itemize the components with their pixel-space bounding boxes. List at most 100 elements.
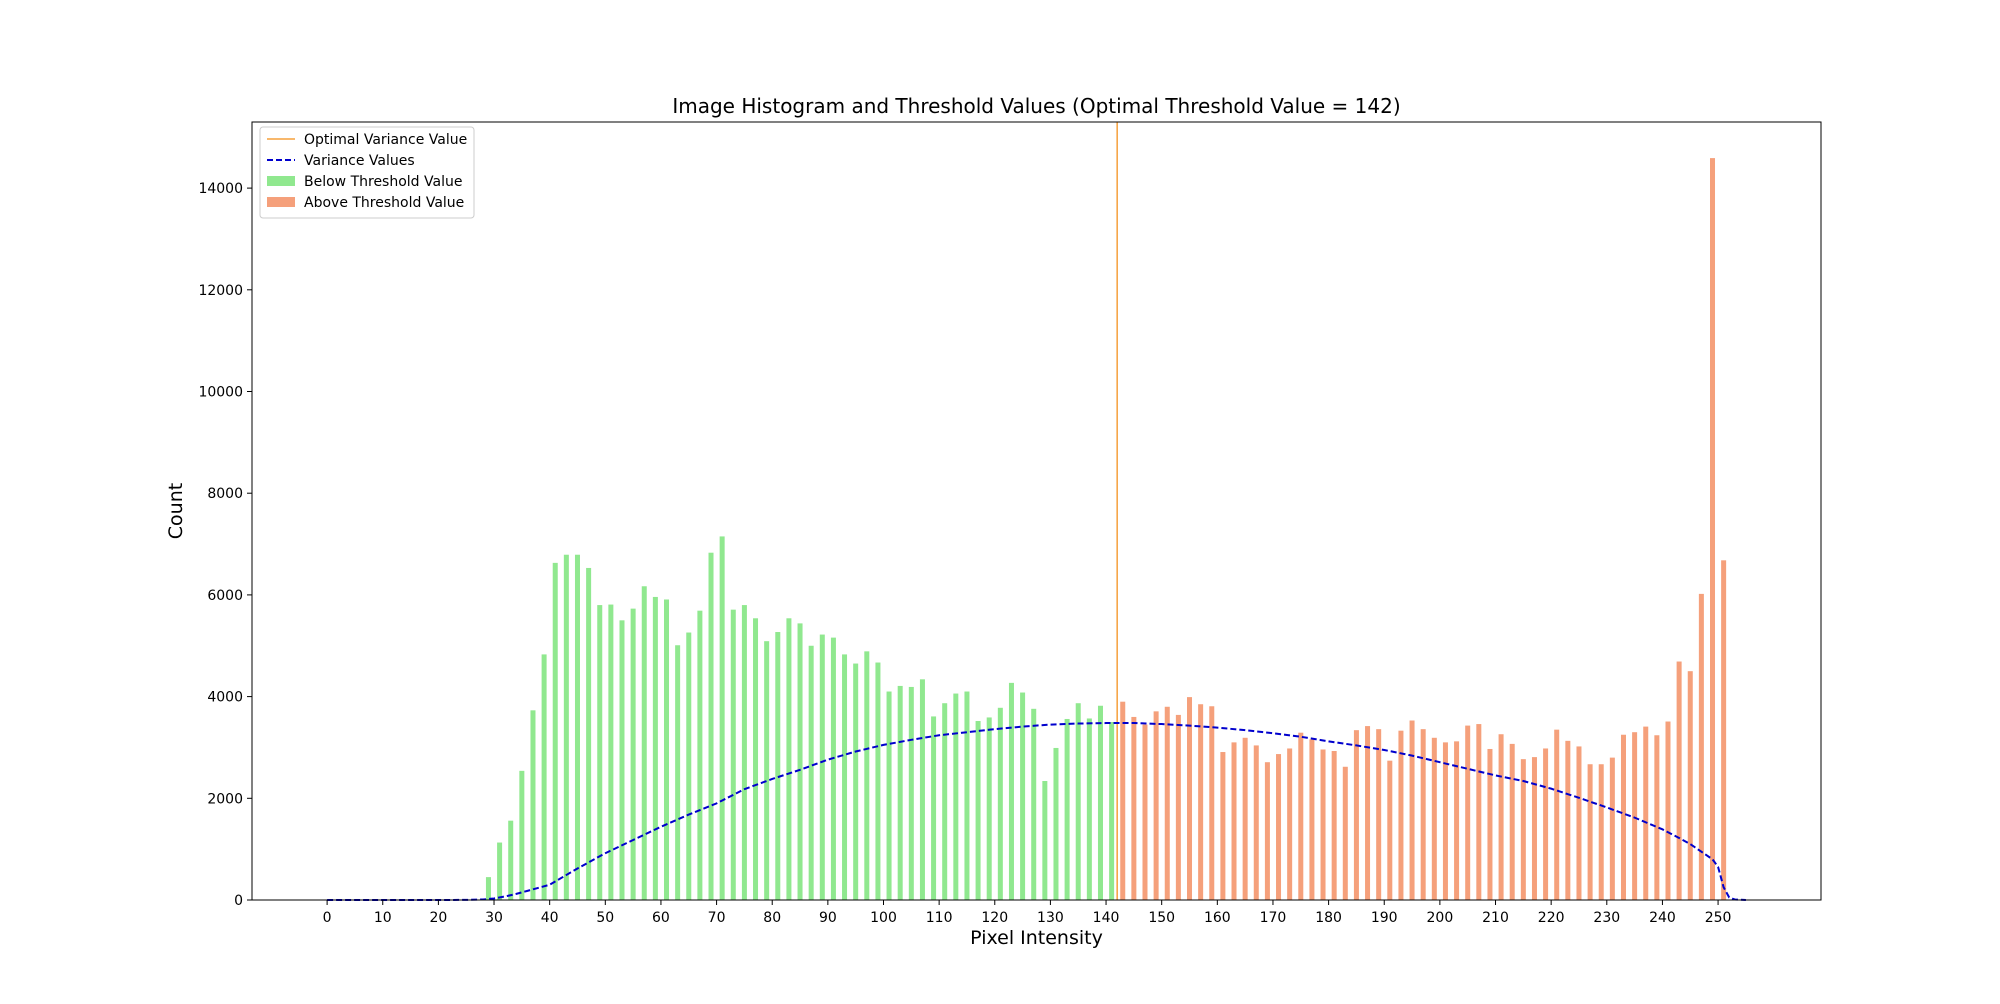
x-tick-label-250: 250 <box>1705 910 1732 926</box>
above-bar-191 <box>1387 760 1393 900</box>
above-bar-233 <box>1620 734 1626 900</box>
below-bar-67 <box>697 610 703 900</box>
above-bar-177 <box>1309 739 1315 900</box>
x-tick-label-50: 50 <box>596 910 614 926</box>
above-bar-225 <box>1576 746 1582 900</box>
below-bar-57 <box>641 586 647 900</box>
below-bar-115 <box>964 691 970 900</box>
above-bar-195 <box>1409 720 1415 900</box>
below-bar-81 <box>775 632 781 900</box>
chart-title: Image Histogram and Threshold Values (Op… <box>672 94 1400 118</box>
y-tick-label-14000: 14000 <box>198 181 243 197</box>
below-bar-125 <box>1020 692 1026 900</box>
below-bar-39 <box>541 654 547 900</box>
below-bar-101 <box>886 691 892 900</box>
legend-swatch-below <box>267 176 295 186</box>
below-bar-59 <box>652 596 658 900</box>
above-bar-179 <box>1320 749 1326 900</box>
legend-label-0: Optimal Variance Value <box>304 132 467 148</box>
above-bar-231 <box>1609 757 1615 900</box>
x-tick-label-130: 130 <box>1037 910 1064 926</box>
above-bar-215 <box>1520 759 1526 900</box>
below-bar-87 <box>808 645 814 900</box>
x-tick-label-200: 200 <box>1427 910 1454 926</box>
x-tick-label-0: 0 <box>323 910 332 926</box>
below-bar-79 <box>764 641 770 900</box>
below-bar-117 <box>975 721 981 900</box>
below-bar-135 <box>1075 703 1081 900</box>
legend-label-2: Below Threshold Value <box>304 174 462 190</box>
above-bar-147 <box>1142 724 1148 900</box>
above-bar-247 <box>1698 593 1704 900</box>
above-bar-171 <box>1276 754 1282 900</box>
below-bar-43 <box>563 554 569 900</box>
below-bar-123 <box>1008 682 1014 900</box>
above-bar-235 <box>1632 732 1638 900</box>
y-tick-label-2000: 2000 <box>207 791 243 807</box>
above-bar-197 <box>1420 729 1426 900</box>
x-axis-ticks: 0 10 20 30 40 50 60 70 80 90 100 110 120 130 140 150 160… <box>323 900 1732 926</box>
variance-line-layer <box>327 721 1746 901</box>
below-bar-109 <box>931 716 937 900</box>
below-bar-29 <box>485 877 491 900</box>
x-tick-label-110: 110 <box>926 910 953 926</box>
x-tick-label-230: 230 <box>1593 910 1620 926</box>
y-tick-label-8000: 8000 <box>207 486 243 502</box>
below-bar-49 <box>597 605 603 900</box>
above-bar-221 <box>1554 729 1560 900</box>
below-bar-85 <box>797 623 803 900</box>
above-bar-153 <box>1175 714 1181 900</box>
x-tick-label-40: 40 <box>541 910 559 926</box>
x-tick-label-210: 210 <box>1482 910 1509 926</box>
above-bar-173 <box>1287 748 1293 900</box>
below-bar-75 <box>741 605 747 900</box>
x-tick-label-70: 70 <box>708 910 726 926</box>
below-bar-127 <box>1031 708 1037 900</box>
below-bar-105 <box>908 686 914 900</box>
below-bar-65 <box>686 632 692 900</box>
below-bar-103 <box>897 685 903 900</box>
above-bar-219 <box>1543 748 1549 900</box>
above-bar-155 <box>1187 697 1193 900</box>
above-bar-223 <box>1565 740 1571 900</box>
above-bar-189 <box>1376 729 1382 900</box>
legend-label-1: Variance Values <box>304 153 415 169</box>
above-bar-217 <box>1531 757 1537 900</box>
legend-box <box>259 126 475 219</box>
above-bar-159 <box>1209 706 1215 900</box>
above-bar-251 <box>1721 560 1727 900</box>
above-bar-249 <box>1710 158 1716 901</box>
above-bar-149 <box>1153 711 1159 900</box>
below-bar-31 <box>497 842 503 900</box>
below-bar-97 <box>864 651 870 900</box>
bars-layer <box>485 158 1727 901</box>
x-tick-label-100: 100 <box>870 910 897 926</box>
above-bar-213 <box>1509 743 1515 900</box>
above-bar-227 <box>1587 764 1593 900</box>
above-bar-143 <box>1120 701 1126 900</box>
legend: Optimal Variance Value Variance Values Bel… <box>259 126 475 219</box>
below-bar-121 <box>997 707 1003 900</box>
y-tick-label-0: 0 <box>234 893 243 909</box>
below-bar-51 <box>608 604 614 900</box>
x-tick-label-140: 140 <box>1093 910 1120 926</box>
variance-values-line <box>327 721 1746 901</box>
x-tick-label-20: 20 <box>429 910 447 926</box>
plot-frame <box>251 121 1822 901</box>
below-bar-77 <box>753 618 759 900</box>
above-bar-229 <box>1598 764 1604 900</box>
above-bar-183 <box>1342 766 1348 900</box>
x-axis-label: Pixel Intensity <box>970 927 1103 949</box>
below-bar-73 <box>730 609 736 900</box>
above-bar-205 <box>1465 725 1471 900</box>
below-bar-139 <box>1097 705 1103 900</box>
above-bar-241 <box>1665 721 1671 900</box>
above-bar-163 <box>1231 742 1237 900</box>
y-tick-label-6000: 6000 <box>207 588 243 604</box>
above-bar-211 <box>1498 734 1504 900</box>
x-tick-label-60: 60 <box>652 910 670 926</box>
below-bar-63 <box>675 645 681 900</box>
below-bar-61 <box>664 599 670 900</box>
